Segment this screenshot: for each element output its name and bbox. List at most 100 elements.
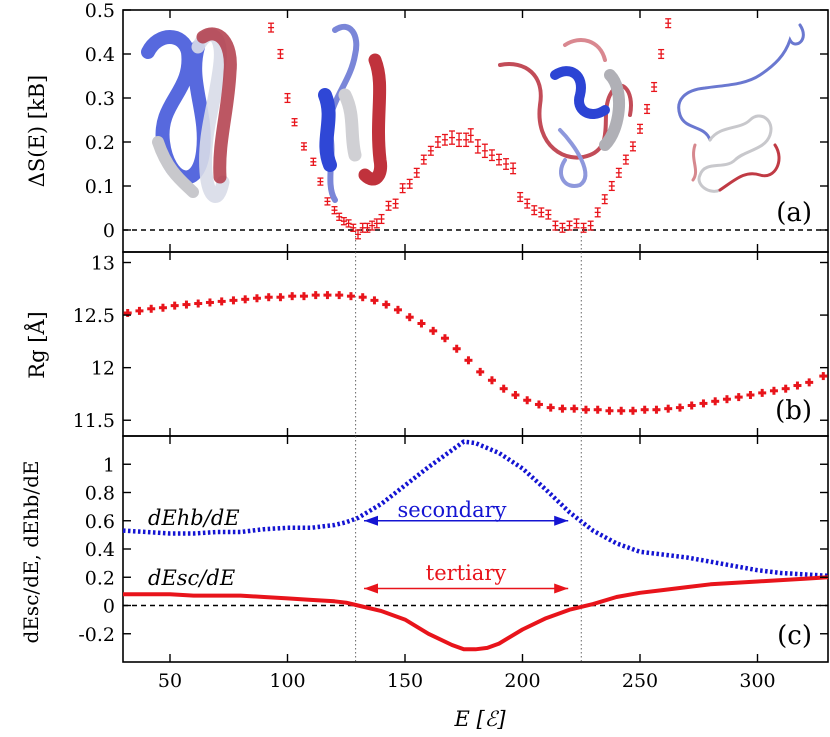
panel-a-point — [474, 139, 481, 154]
panel-a-point — [427, 145, 434, 156]
panel-b-point — [722, 395, 731, 404]
panel-a-point — [291, 118, 298, 127]
panel-a-point — [284, 92, 291, 104]
panel-b-frame — [122, 251, 829, 437]
panel-b-ytick-label: 12 — [91, 358, 115, 380]
panel-a-point — [317, 177, 324, 186]
panel-a-point — [385, 200, 392, 211]
panel-c-ytick-label: 1 — [103, 454, 115, 476]
panel-b-point — [570, 404, 579, 413]
panel-a-point — [552, 220, 559, 231]
panel-a-plot — [123, 18, 828, 240]
panel-a-point — [392, 198, 399, 209]
panel-a-point — [488, 149, 495, 162]
panel-a-point — [594, 207, 601, 218]
panel-a-point — [637, 123, 643, 134]
panel-a-point — [573, 218, 580, 229]
panel-a-point — [441, 133, 448, 146]
annotation-secondary-arrowhead-left — [364, 515, 378, 526]
panel-c-ytick-label: 0.8 — [85, 483, 115, 505]
xtick-label: 250 — [622, 670, 658, 692]
panel-b-point — [429, 326, 438, 335]
panel-b-point — [346, 292, 355, 301]
panel-b-point — [758, 388, 767, 397]
panel-b-point — [593, 405, 602, 414]
panel-b-ytick-label: 13 — [91, 253, 115, 275]
panel-b-point — [819, 372, 828, 381]
panel-b-point — [382, 300, 391, 309]
panel-b-point — [558, 404, 567, 413]
panel-a-ytick-label: 0.2 — [85, 132, 115, 154]
annotation-secondary-arrowhead-right — [554, 515, 569, 526]
panel-b-point — [534, 400, 543, 409]
panel-b-point — [311, 291, 320, 300]
panel-a-point — [336, 212, 343, 221]
panel-a-point — [369, 220, 376, 231]
panel-b-point — [452, 344, 461, 353]
panel-a-point — [350, 223, 357, 232]
panel-b-point — [617, 406, 626, 415]
panel-b-point — [170, 301, 179, 310]
panel-b-point — [335, 291, 344, 300]
panel-a-point — [268, 22, 275, 33]
panel-a-point — [300, 142, 307, 151]
panel-a-point — [538, 207, 545, 218]
panel-a-ytick-label: 0.3 — [85, 88, 115, 110]
panel-a-point — [601, 194, 608, 205]
structure-inset-coil — [498, 38, 633, 188]
panel-b-point — [182, 300, 191, 309]
panel-a-point — [449, 130, 455, 145]
panel-b-point — [511, 390, 520, 399]
panel-b-point — [276, 293, 285, 302]
panel-b-point — [405, 313, 414, 322]
panel-b-point — [217, 297, 226, 306]
panel-b-ylabel: Rg [Å] — [24, 311, 49, 378]
structure-insets — [141, 23, 805, 203]
panel-b-point — [687, 401, 696, 410]
panel-a-point — [456, 132, 463, 148]
panel-b-point — [241, 295, 250, 304]
panel-a-point — [324, 197, 331, 206]
panel-b-point — [546, 403, 555, 412]
panel-a-point — [651, 81, 658, 93]
panel-a-point — [467, 128, 474, 143]
panel-a-point — [420, 154, 427, 165]
panel-b-point — [288, 292, 297, 301]
panel-a-point — [510, 162, 517, 175]
panel-a-ytick-label: 0.1 — [85, 176, 115, 198]
series-dehb-line — [122, 439, 829, 579]
panel-b-point — [135, 306, 144, 315]
panel-b-point — [581, 405, 590, 414]
panel-a-point — [559, 222, 566, 233]
xtick-label: 150 — [387, 670, 423, 692]
panel-c-xlabel: E [ℰ] — [453, 707, 506, 731]
panel-b-point — [734, 393, 743, 402]
panel-c-plot — [122, 439, 829, 652]
panel-b-point — [323, 291, 332, 300]
panel-b-point — [252, 294, 261, 303]
panel-a-point — [608, 180, 615, 192]
panel-a-point — [517, 191, 524, 203]
panel-b-label: (b) — [775, 396, 812, 426]
panel-a-point — [587, 220, 594, 231]
panel-b-point — [499, 384, 508, 393]
annotation-tertiary-arrowhead-right — [554, 583, 569, 594]
panel-b-point — [652, 405, 661, 414]
panel-b-point — [605, 406, 614, 415]
xtick-label: 50 — [158, 670, 182, 692]
annotation-arrows — [364, 515, 569, 594]
panel-b-point — [628, 406, 637, 415]
panel-a-ytick-label: 0.4 — [85, 44, 115, 66]
panel-b-point — [805, 378, 814, 387]
series-label-desc: dEsc/dE — [148, 566, 235, 590]
panel-b-point — [664, 404, 673, 413]
panel-c-ytick-label: 0.4 — [85, 539, 115, 561]
panel-b-ytick-label: 12.5 — [73, 305, 115, 327]
panel-b-point — [464, 356, 473, 365]
panel-b-point — [640, 405, 649, 414]
panel-b-point — [523, 396, 532, 405]
annotation-secondary-label: secondary — [398, 498, 507, 522]
panel-b-point — [158, 303, 167, 312]
panel-a-point — [277, 48, 284, 60]
transition-lines — [355, 232, 582, 662]
